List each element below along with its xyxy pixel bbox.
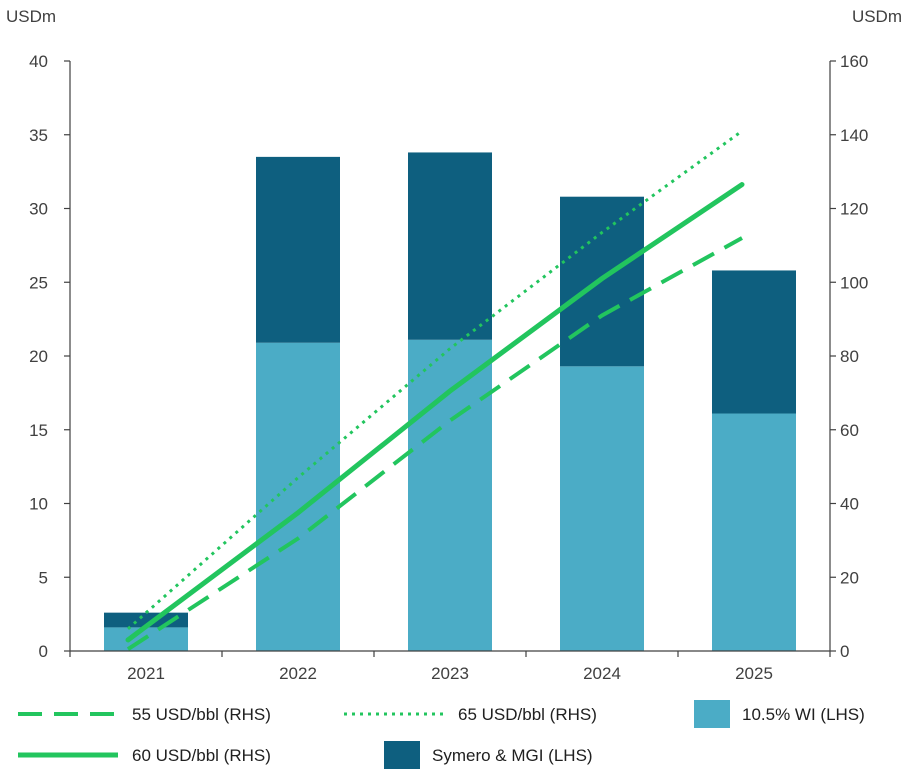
legend-label: 60 USD/bbl (RHS) [132,746,271,765]
legend-label: Symero & MGI (LHS) [432,746,593,765]
legend-label: 55 USD/bbl (RHS) [132,705,271,724]
bar-symero-mgi-2025 [712,270,796,414]
left-tick-label: 20 [29,347,48,366]
right-axis-unit: USDm [852,7,902,26]
right-tick-label: 80 [840,347,859,366]
left-tick-label: 15 [29,421,48,440]
legend-label: 10.5% WI (LHS) [742,705,865,724]
line-solid [125,182,745,643]
left-tick-label: 35 [29,126,48,145]
left-tick-label: 40 [29,52,48,71]
legend-label: 65 USD/bbl (RHS) [458,705,597,724]
bar-wi-2024 [560,366,644,651]
left-tick-label: 0 [39,642,48,661]
right-tick-label: 100 [840,273,868,292]
legend-swatch-bar [384,741,420,769]
right-tick-label: 140 [840,126,868,145]
axes-group: 0510152025303540020406080100120140160202… [29,52,868,683]
left-tick-label: 30 [29,200,48,219]
legend-swatch-bar [694,700,730,728]
bars-group [104,152,796,651]
bar-symero-mgi-2023 [408,152,492,340]
right-tick-label: 0 [840,642,849,661]
right-tick-label: 160 [840,52,868,71]
lines-group [125,129,745,651]
right-tick-label: 40 [840,495,859,514]
x-tick-label: 2021 [127,664,165,683]
bar-wi-2023 [408,339,492,651]
right-tick-label: 60 [840,421,859,440]
line-dotted [127,129,743,630]
x-tick-label: 2023 [431,664,469,683]
legend: 55 USD/bbl (RHS) 65 USD/bbl (RHS) 10.5% WI… [18,700,865,769]
right-tick-label: 120 [840,200,868,219]
bar-wi-2025 [712,413,796,651]
right-tick-label: 20 [840,568,859,587]
x-tick-label: 2022 [279,664,317,683]
line-dashed [126,236,743,651]
x-tick-label: 2024 [583,664,621,683]
bar-symero-mgi-2022 [256,156,340,343]
left-tick-label: 25 [29,273,48,292]
x-tick-label: 2025 [735,664,773,683]
left-tick-label: 10 [29,495,48,514]
bar-wi-2022 [256,342,340,651]
left-tick-label: 5 [39,568,48,587]
left-axis-unit: USDm [6,7,56,26]
